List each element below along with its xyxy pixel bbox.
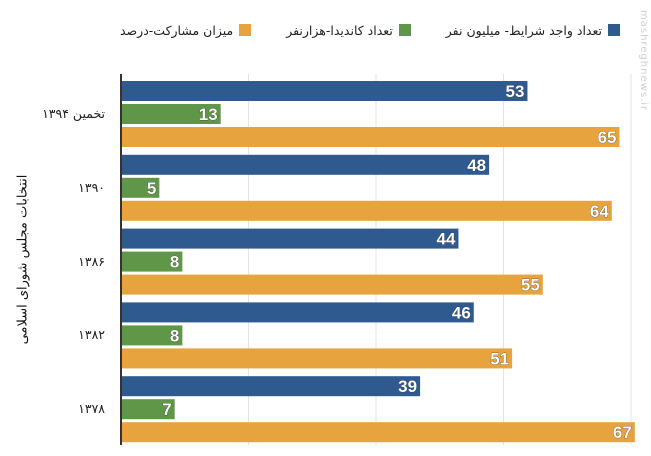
data-label: 51 xyxy=(490,349,509,368)
bar xyxy=(121,154,490,175)
bar xyxy=(121,200,612,221)
bar xyxy=(121,399,175,420)
bar xyxy=(121,251,183,272)
data-label: 8 xyxy=(170,253,179,272)
legend-swatch-turnout xyxy=(239,24,252,36)
watermark: mashreghnews.ir xyxy=(638,10,649,112)
bar xyxy=(121,325,183,346)
legend-label-turnout: میزان مشارکت-درصد xyxy=(120,22,234,38)
legend-item-candidates: تعداد کاندیدا-هزارنفر xyxy=(286,20,411,40)
data-label: 46 xyxy=(452,303,471,322)
category-label: ۱۳۹۰ xyxy=(78,180,105,195)
data-label: 53 xyxy=(506,82,525,101)
bar xyxy=(121,376,421,397)
data-label: 5 xyxy=(147,179,156,198)
legend-item-turnout: میزان مشارکت-درصد xyxy=(120,20,252,40)
bar xyxy=(121,104,221,124)
bar xyxy=(121,127,620,147)
data-label: 67 xyxy=(613,423,632,442)
category-label: تخمین ۱۳۹۴ xyxy=(42,106,105,121)
bar xyxy=(121,177,160,198)
legend-item-eligible: تعداد واجد شرایط- میلیون نفر xyxy=(446,20,620,40)
bar xyxy=(121,422,635,443)
data-label: 39 xyxy=(398,377,417,396)
category-label: ۱۳۸۲ xyxy=(78,327,105,342)
category-label: ۱۳۷۸ xyxy=(78,401,105,416)
bar xyxy=(121,348,513,369)
data-label: 8 xyxy=(170,326,179,345)
legend-label-eligible: تعداد واجد شرایط- میلیون نفر xyxy=(445,22,602,38)
legend-swatch-eligible xyxy=(608,24,620,36)
legend-swatch-candidates xyxy=(398,24,411,36)
data-label: 13 xyxy=(199,105,218,124)
bar xyxy=(121,274,543,295)
data-label: 55 xyxy=(521,276,540,295)
legend-label-candidates: تعداد کاندیدا-هزارنفر xyxy=(286,22,393,38)
data-label: 48 xyxy=(467,156,486,175)
bar xyxy=(121,81,528,101)
data-label: 65 xyxy=(598,128,617,147)
category-label: ۱۳۸۶ xyxy=(78,254,105,269)
legend: تعداد واجد شرایط- میلیون نفر تعداد کاندی… xyxy=(120,20,620,40)
bar xyxy=(121,228,459,249)
data-label: 44 xyxy=(437,230,456,249)
data-label: 64 xyxy=(590,202,609,221)
data-label: 7 xyxy=(162,400,171,419)
bar xyxy=(121,302,474,323)
